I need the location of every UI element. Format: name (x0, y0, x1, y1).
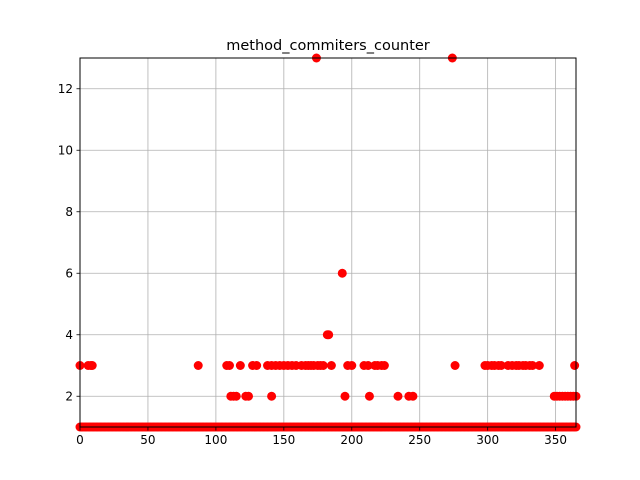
data-point (224, 361, 234, 370)
x-tick-label: 200 (340, 433, 363, 447)
data-point (337, 268, 347, 278)
data-point (244, 391, 254, 401)
y-tick-label: 8 (65, 205, 73, 219)
x-tick-label: 150 (272, 433, 295, 447)
x-tick-label: 250 (408, 433, 431, 447)
y-tick-label: 4 (65, 328, 73, 342)
y-axis-ticks: 2 4 6 8 10 12 (58, 82, 80, 404)
grid-lines (79, 58, 576, 427)
y-tick-label: 12 (58, 82, 73, 96)
plot-frame (79, 57, 577, 428)
data-point (347, 361, 357, 370)
data-point (379, 361, 389, 370)
x-tick-label: 300 (476, 433, 499, 447)
x-axis-ticks: 0 50 100 150 200 250 300 350 (76, 427, 567, 447)
data-point (340, 391, 350, 401)
y-tick-label: 2 (65, 390, 73, 404)
data-points (75, 53, 581, 432)
data-point (326, 361, 336, 370)
data-point (324, 330, 334, 340)
x-tick-label: 350 (544, 433, 567, 447)
data-point (87, 361, 97, 370)
y-tick-label: 6 (65, 267, 73, 281)
data-point (408, 391, 418, 401)
data-point (235, 361, 245, 370)
data-point (450, 361, 460, 370)
data-point (231, 391, 241, 401)
data-point (570, 361, 580, 370)
data-point (393, 391, 403, 401)
x-tick-label: 100 (204, 433, 227, 447)
data-point (193, 361, 203, 370)
data-point (252, 361, 262, 370)
data-point (496, 361, 506, 370)
data-point (267, 391, 277, 401)
chart-title: method_commiters_counter (226, 38, 430, 54)
x-tick-label: 50 (140, 433, 155, 447)
data-point (363, 361, 373, 370)
data-point (364, 391, 374, 401)
data-point (528, 361, 538, 370)
x-tick-label: 0 (76, 433, 84, 447)
data-point (534, 361, 544, 370)
y-tick-label: 10 (58, 144, 73, 158)
data-point (318, 361, 328, 370)
